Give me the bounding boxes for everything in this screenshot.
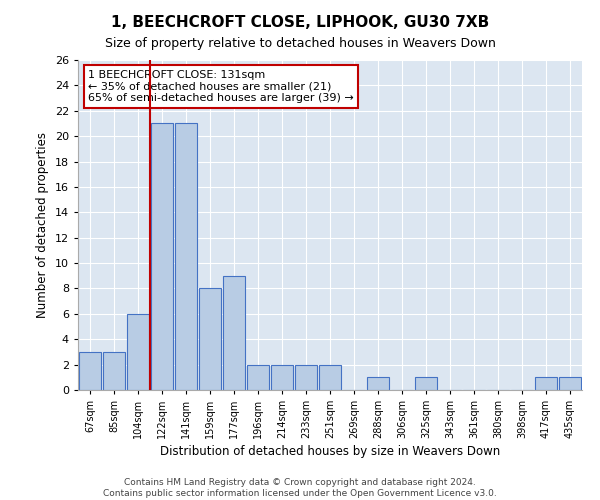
Bar (367, 378, 389, 390)
Bar (175, 124, 197, 390)
Bar (319, 364, 341, 390)
Bar (295, 364, 317, 390)
Bar (559, 378, 581, 390)
Bar (79, 352, 101, 390)
Bar (247, 364, 269, 390)
Bar (151, 124, 173, 390)
X-axis label: Distribution of detached houses by size in Weavers Down: Distribution of detached houses by size … (160, 446, 500, 458)
Text: 1 BEECHCROFT CLOSE: 131sqm
← 35% of detached houses are smaller (21)
65% of semi: 1 BEECHCROFT CLOSE: 131sqm ← 35% of deta… (88, 70, 354, 103)
Text: Size of property relative to detached houses in Weavers Down: Size of property relative to detached ho… (104, 38, 496, 51)
Y-axis label: Number of detached properties: Number of detached properties (36, 132, 49, 318)
Text: Contains HM Land Registry data © Crown copyright and database right 2024.
Contai: Contains HM Land Registry data © Crown c… (103, 478, 497, 498)
Bar (271, 364, 293, 390)
Bar (127, 314, 149, 390)
Bar (535, 378, 557, 390)
Text: 1, BEECHCROFT CLOSE, LIPHOOK, GU30 7XB: 1, BEECHCROFT CLOSE, LIPHOOK, GU30 7XB (111, 15, 489, 30)
Bar (199, 288, 221, 390)
Bar (103, 352, 125, 390)
Bar (415, 378, 437, 390)
Bar (223, 276, 245, 390)
